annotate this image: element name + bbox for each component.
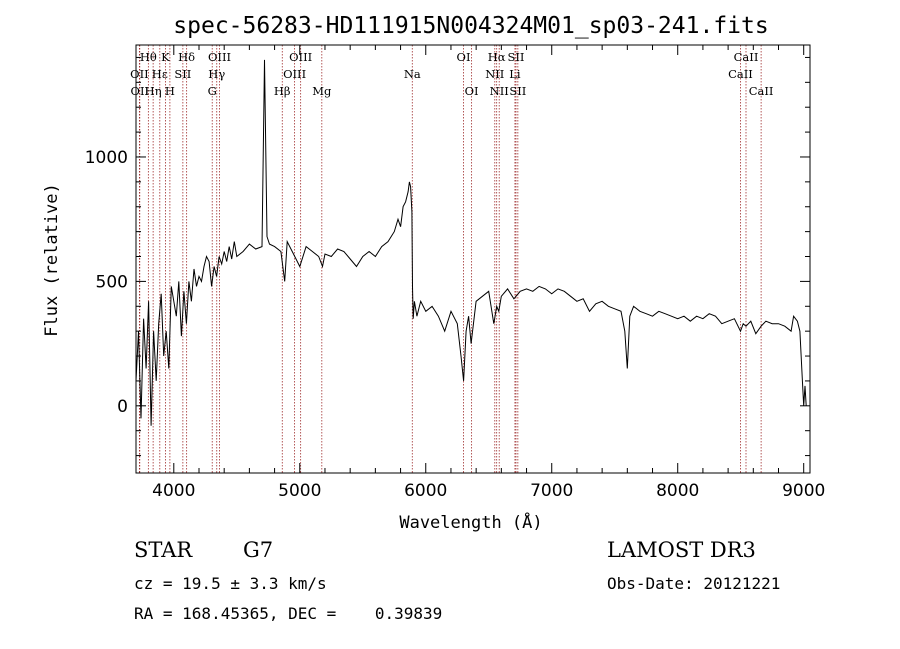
line-label: Hγ bbox=[208, 67, 225, 81]
redshift-velocity: cz = 19.5 ± 3.3 km/s bbox=[134, 574, 327, 593]
x-tick-label: 5000 bbox=[278, 481, 321, 501]
line-label: Hθ bbox=[140, 50, 157, 64]
line-label: Hα bbox=[488, 50, 506, 64]
y-tick-label: 1000 bbox=[85, 148, 128, 168]
spectral-line-markers bbox=[139, 45, 762, 473]
axis-ticks bbox=[136, 45, 810, 473]
line-label: G bbox=[208, 84, 217, 98]
line-label: CaII bbox=[749, 84, 774, 98]
line-label: OIII bbox=[289, 50, 312, 64]
ra-dec-coordinates: RA = 168.45365, DEC = 0.39839 bbox=[134, 604, 443, 623]
x-axis-label: Wavelength (Å) bbox=[399, 511, 542, 533]
line-label: OIII bbox=[208, 50, 231, 64]
line-label: OII bbox=[131, 84, 150, 98]
line-label: SII bbox=[507, 50, 524, 64]
axis-tick-labels: 4000 5000 6000 7000 8000 9000 0 500 1000 bbox=[85, 148, 826, 501]
plot-frame bbox=[135, 44, 811, 474]
object-subclass: G7 bbox=[243, 538, 274, 562]
line-label: Hε bbox=[152, 67, 168, 81]
line-label: CaII bbox=[728, 67, 753, 81]
line-label: CaII bbox=[734, 50, 759, 64]
line-label: OI bbox=[457, 50, 471, 64]
survey-name: LAMOST DR3 bbox=[607, 538, 756, 562]
y-tick-label: 0 bbox=[117, 397, 128, 417]
line-label: Li bbox=[509, 67, 521, 81]
line-label: OII bbox=[130, 67, 149, 81]
x-tick-label: 6000 bbox=[404, 481, 447, 501]
line-label: Hβ bbox=[274, 84, 291, 98]
line-label: Mg bbox=[312, 84, 332, 98]
line-label: Na bbox=[404, 67, 421, 81]
line-label: OIII bbox=[283, 67, 306, 81]
line-label: SII bbox=[174, 67, 191, 81]
line-label: H bbox=[165, 84, 175, 98]
object-class: STAR bbox=[134, 538, 193, 562]
line-label: SII bbox=[509, 84, 526, 98]
line-label: NII bbox=[485, 67, 504, 81]
line-label: K bbox=[161, 50, 170, 64]
x-tick-label: 7000 bbox=[530, 481, 573, 501]
x-tick-label: 9000 bbox=[782, 481, 825, 501]
observation-date: Obs-Date: 20121221 bbox=[607, 574, 781, 593]
x-tick-label: 4000 bbox=[152, 481, 195, 501]
x-tick-label: 8000 bbox=[656, 481, 699, 501]
chart-title: spec-56283-HD111915N004324M01_sp03-241.f… bbox=[173, 13, 768, 39]
spectrum-series bbox=[135, 59, 807, 426]
line-label: OI bbox=[465, 84, 479, 98]
line-label: Hη bbox=[145, 84, 162, 98]
y-tick-label: 500 bbox=[96, 272, 128, 292]
y-axis-label: Flux (relative) bbox=[42, 183, 62, 337]
line-label: NII bbox=[490, 84, 509, 98]
line-label: Hδ bbox=[178, 50, 195, 64]
